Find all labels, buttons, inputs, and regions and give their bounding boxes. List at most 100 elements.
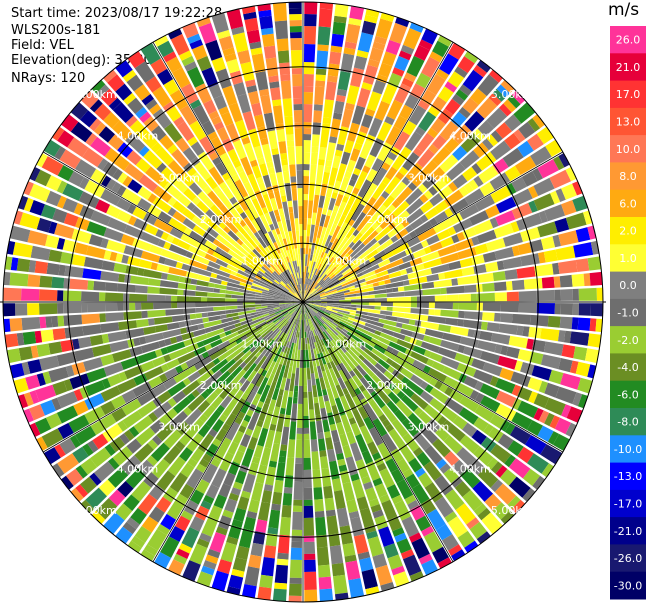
colorbar-tick-label: 10.0 (616, 143, 641, 156)
velocity-gate (337, 71, 351, 91)
velocity-gate (292, 86, 303, 99)
velocity-gate (173, 116, 185, 127)
velocity-gate (388, 341, 407, 354)
velocity-gate (430, 263, 450, 274)
colorbar-tick-label: -4.0 (617, 361, 638, 374)
velocity-gate (339, 236, 349, 249)
velocity-gate (365, 586, 380, 596)
velocity-gate (489, 217, 499, 229)
velocity-gate (411, 483, 430, 505)
velocity-gate (261, 293, 274, 298)
velocity-gate (223, 324, 236, 332)
velocity-gate (90, 168, 107, 185)
velocity-gate (226, 286, 239, 292)
velocity-gate (412, 248, 426, 259)
velocity-gate (565, 167, 577, 182)
velocity-gate (316, 257, 323, 269)
velocity-gate (148, 412, 158, 423)
velocity-gate (203, 319, 222, 328)
colorbar-swatch (610, 517, 646, 545)
velocity-gate (289, 421, 297, 440)
velocity-gate (189, 99, 202, 110)
velocity-gate (231, 294, 244, 299)
velocity-gate (100, 88, 118, 106)
velocity-gate (292, 511, 303, 530)
velocity-gate (429, 377, 438, 387)
velocity-gate (372, 282, 380, 287)
velocity-gate (212, 251, 231, 264)
velocity-gate (356, 49, 369, 59)
velocity-gate (301, 302, 303, 314)
velocity-gate (342, 542, 356, 557)
velocity-gate (286, 329, 293, 342)
velocity-gate (362, 165, 371, 174)
velocity-gate (374, 226, 392, 242)
velocity-gate (532, 475, 545, 490)
velocity-gate (15, 303, 28, 316)
velocity-gate (159, 280, 179, 289)
velocity-gate (476, 292, 495, 302)
velocity-gate (41, 428, 64, 448)
velocity-gate (558, 260, 578, 274)
velocity-gate (211, 116, 222, 126)
velocity-gate (215, 428, 228, 442)
velocity-gate (28, 260, 37, 273)
velocity-gate (303, 302, 315, 317)
velocity-gate (231, 218, 247, 235)
velocity-gate (527, 420, 543, 436)
velocity-gate (506, 346, 520, 359)
velocity-gate (212, 438, 222, 448)
velocity-gate (285, 219, 292, 232)
velocity-gate (52, 463, 65, 478)
velocity-gate (253, 145, 264, 160)
velocity-gate (326, 303, 333, 305)
velocity-gate (475, 272, 494, 284)
velocity-gate (220, 111, 234, 127)
velocity-gate (252, 531, 266, 545)
velocity-gate (249, 251, 265, 266)
velocity-gate (261, 369, 268, 377)
velocity-gate (379, 494, 390, 504)
velocity-gate (332, 321, 339, 327)
velocity-gate (351, 259, 364, 270)
velocity-gate (510, 371, 526, 385)
velocity-gate (511, 90, 526, 105)
velocity-gate (167, 196, 177, 207)
velocity-gate (365, 487, 378, 502)
velocity-gate (349, 346, 361, 357)
velocity-gate (284, 286, 299, 299)
colorbar-swatch (610, 217, 646, 245)
velocity-gate (163, 377, 177, 390)
velocity-gate (255, 292, 262, 296)
velocity-gate (151, 125, 167, 141)
velocity-gate (318, 359, 325, 372)
velocity-gate (359, 125, 369, 134)
velocity-gate (458, 293, 471, 302)
velocity-gate (312, 360, 317, 368)
velocity-gate (520, 253, 540, 267)
velocity-gate (169, 410, 188, 429)
velocity-gate (312, 385, 318, 398)
velocity-gate (96, 498, 118, 520)
velocity-gate (115, 503, 133, 521)
velocity-gate (239, 281, 252, 288)
velocity-gate (158, 256, 166, 265)
velocity-gate (180, 510, 194, 521)
velocity-gate (272, 154, 282, 173)
velocity-gate (575, 227, 591, 243)
velocity-gate (532, 114, 545, 129)
velocity-gate (301, 260, 303, 278)
velocity-gate (266, 314, 283, 325)
velocity-gate (420, 390, 434, 404)
velocity-gate (248, 462, 259, 476)
velocity-gate (114, 155, 130, 171)
velocity-gate (473, 175, 484, 187)
velocity-gate (90, 447, 112, 468)
velocity-gate (272, 99, 282, 107)
velocity-gate (306, 313, 313, 331)
velocity-gate (565, 422, 577, 437)
velocity-gate (429, 241, 443, 252)
velocity-gate (477, 340, 497, 353)
velocity-gate (313, 348, 320, 367)
velocity-gate (199, 458, 210, 468)
